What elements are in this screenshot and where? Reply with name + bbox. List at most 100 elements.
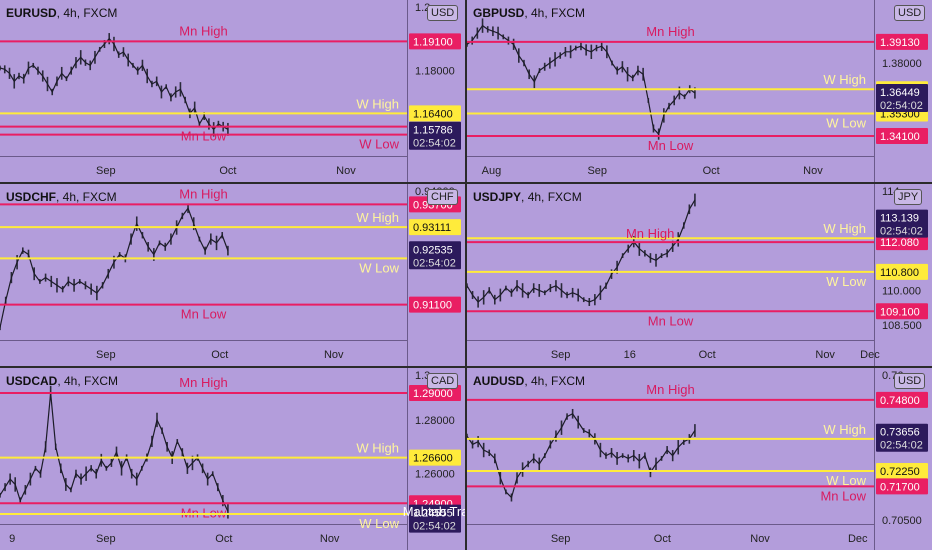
chart-title: EURUSD, 4h, FXCM: [6, 6, 117, 20]
currency-badge[interactable]: CHF: [427, 189, 458, 205]
level-label: W High: [823, 221, 866, 236]
x-tick-label: Sep: [96, 165, 116, 177]
x-tick-label: Oct: [219, 165, 236, 177]
level-price-text: 0.74800: [880, 395, 920, 407]
chart-panel-eurusd[interactable]: 1.18000 1.2 Sep Oct Nov Mn High 1.19100 W High 1…: [0, 0, 465, 182]
symbol-label: USDCHF: [6, 190, 56, 204]
chart-title: USDJPY, 4h, FXCM: [473, 190, 582, 204]
symbol-label: USDJPY: [473, 190, 522, 204]
x-tick-label: Sep: [551, 533, 571, 545]
level-label: W High: [356, 210, 399, 225]
level-label: Mn Low: [181, 505, 227, 520]
x-tick-label: Nov: [803, 165, 823, 177]
level-label: W Low: [359, 260, 399, 275]
level-label: Mn High: [646, 382, 694, 397]
level-price-tag: [876, 478, 928, 495]
last-price-tag: [409, 504, 461, 533]
x-tick-label: Nov: [324, 349, 344, 361]
level-price-tag: [409, 105, 461, 122]
level-label: Mn Low: [181, 307, 227, 322]
x-tick-label: Oct: [703, 165, 720, 177]
interval-source-label: , 4h, FXCM: [57, 374, 119, 388]
level-price-text: 109.100: [880, 306, 920, 318]
bar-countdown-text: 02:54:02: [413, 138, 456, 150]
level-label: W High: [823, 422, 866, 437]
level-price-tag: [876, 462, 928, 479]
price-series-line: [0, 37, 229, 131]
level-price-tag: [409, 449, 461, 466]
level-price-text: 0.71700: [880, 481, 920, 493]
level-label: Mn Low: [181, 129, 227, 144]
bar-countdown-text: 02:54:02: [880, 226, 923, 238]
level-label: Mn Low: [648, 313, 694, 328]
level-label: Mn High: [179, 23, 227, 38]
level-price-text: 0.93111: [413, 222, 451, 234]
x-tick-label: Sep: [587, 165, 607, 177]
chart-svg-gbpusd: 1.38000 Aug Sep Oct Nov Mn High 1.39130 W High 1…: [467, 0, 928, 182]
level-label: W Low: [826, 473, 866, 488]
currency-badge[interactable]: USD: [427, 5, 459, 21]
y-tick-label: 1.18000: [415, 66, 455, 78]
level-price-tag: [876, 234, 928, 251]
y-tick-label: 1.3: [415, 370, 430, 382]
y-tick-label: 1.26000: [415, 469, 455, 481]
level-price-tag: [409, 385, 461, 402]
chart-panel-gbpusd[interactable]: 1.38000 Aug Sep Oct Nov Mn High 1.39130 W High 1…: [467, 0, 932, 182]
x-tick-label: Sep: [96, 349, 116, 361]
level-label: Mn Low: [648, 138, 694, 153]
last-price-tag: [409, 121, 461, 150]
chart-svg-eurusd: 1.18000 1.2 Sep Oct Nov Mn High 1.19100 W High 1…: [0, 0, 461, 182]
interval-source-label: , 4h, FXCM: [524, 6, 586, 20]
level-price-text: 1.26600: [413, 453, 453, 465]
last-price-tag: [876, 423, 928, 452]
currency-badge[interactable]: CAD: [427, 373, 459, 389]
chart-title: GBPUSD, 4h, FXCM: [473, 6, 585, 20]
bar-countdown-text: 02:54:02: [413, 521, 456, 533]
y-tick-label: 108.500: [882, 320, 922, 332]
y-tick-label: 1.28000: [415, 415, 455, 427]
interval-source-label: , 4h, FXCM: [56, 6, 118, 20]
chart-title: USDCHF, 4h, FXCM: [6, 190, 117, 204]
level-price-tag: [409, 296, 461, 313]
last-price-tag: [409, 241, 461, 270]
y-tick-label: 110.000: [882, 285, 921, 297]
level-price-text: 0.91100: [413, 300, 452, 312]
last-price-text: 1.36449: [880, 87, 920, 99]
level-label: Mn High: [646, 24, 694, 39]
level-price-tag: [409, 219, 461, 236]
interval-source-label: , 4h, FXCM: [521, 190, 582, 204]
price-series-line: [467, 412, 696, 499]
level-price-tag: [876, 303, 928, 320]
level-price-tag: [876, 263, 928, 280]
currency-badge[interactable]: USD: [894, 5, 926, 21]
level-price-text: 1.39130: [880, 37, 920, 49]
level-label: Mn High: [626, 226, 674, 241]
currency-badge[interactable]: USD: [894, 373, 926, 389]
x-tick-label: Nov: [320, 533, 340, 545]
x-tick-label: Oct: [211, 349, 228, 361]
level-label: W Low: [359, 516, 399, 531]
x-tick-label: 9: [9, 533, 15, 545]
level-price-text: 110.800: [880, 267, 919, 279]
chart-panel-audusd[interactable]: 0.70500 0.76 Sep Oct Nov Dec Mn High 0.74800 W H…: [467, 368, 932, 550]
level-label: W High: [823, 72, 866, 87]
level-price-tag: [409, 33, 461, 50]
x-tick-label: Nov: [815, 349, 835, 361]
level-price-tag: [876, 391, 928, 408]
last-price-tag: [876, 84, 928, 113]
level-price-text: 0.72250: [880, 466, 920, 478]
level-label: Mn Low: [820, 488, 866, 503]
last-price-text: 1.24555: [413, 508, 453, 520]
last-price-text: 0.73656: [880, 427, 920, 439]
currency-badge[interactable]: JPY: [894, 189, 923, 205]
level-price-text: 1.29000: [413, 388, 453, 400]
x-tick-label: Dec: [860, 349, 880, 361]
y-tick-label: 1.38000: [882, 58, 922, 70]
